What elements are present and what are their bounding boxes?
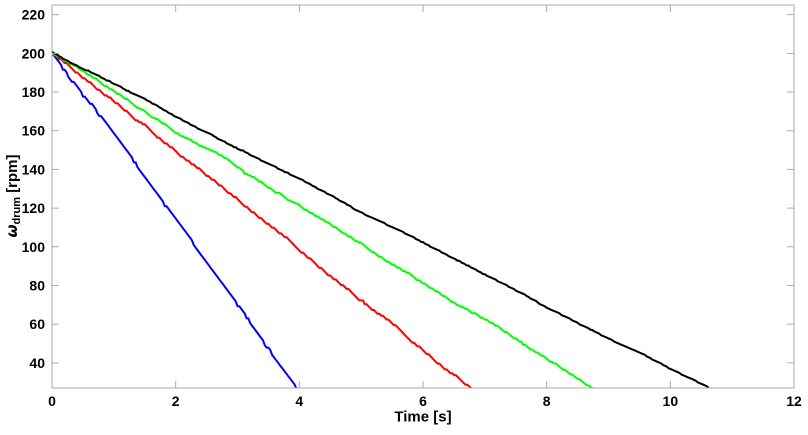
x-tick-label: 6: [419, 393, 427, 409]
series-line-black: [52, 50, 710, 388]
y-tick-label: 160: [22, 123, 46, 139]
y-tick-label: 140: [22, 161, 46, 177]
x-tick-label: 8: [543, 393, 551, 409]
x-tick-label: 4: [295, 393, 303, 409]
y-tick-label: 80: [29, 277, 45, 293]
x-tick-label: 10: [663, 393, 679, 409]
series-line-red: [52, 52, 473, 388]
y-axis-label: ωdrum [rpm]: [3, 154, 23, 237]
y-tick-label: 180: [22, 84, 46, 100]
y-tick-label: 60: [29, 316, 45, 332]
series-line-green: [52, 52, 594, 388]
y-tick-label: 100: [22, 239, 46, 255]
y-tick-label: 120: [22, 200, 46, 216]
series-group: [52, 50, 710, 388]
x-tick-label: 2: [172, 393, 180, 409]
plot-box: [51, 4, 795, 389]
y-axis-label-unit: [rpm]: [4, 154, 21, 197]
x-tick-label: 0: [48, 393, 56, 409]
y-tick-label: 220: [22, 7, 46, 23]
omega-symbol: ω: [3, 224, 21, 238]
series-line-blue: [52, 54, 298, 388]
x-tick-label: 12: [786, 393, 802, 409]
y-tick-label: 200: [22, 45, 46, 61]
y-axis-label-subscript: drum: [11, 196, 23, 225]
x-axis-label-text: Time [s]: [394, 408, 452, 426]
y-tick-label: 40: [29, 355, 45, 371]
x-axis-label: Time [s]: [394, 409, 451, 426]
